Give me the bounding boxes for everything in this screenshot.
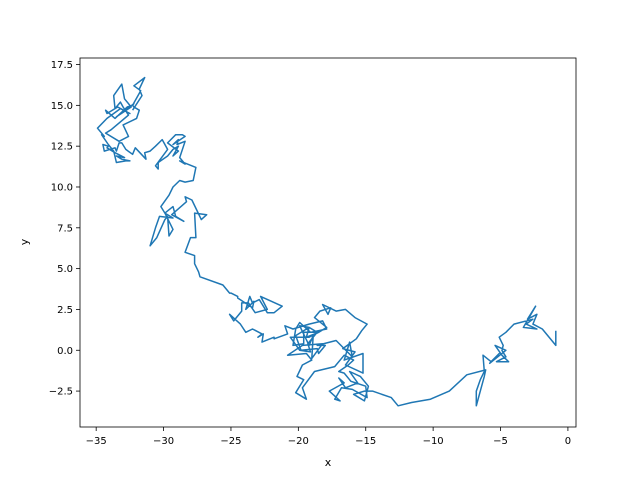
y-tick-label: 17.5: [51, 60, 73, 71]
series-line: [96, 76, 557, 407]
y-tick-label: −2.5: [49, 387, 73, 398]
x-tick-label: −20: [288, 436, 309, 447]
y-axis-label: y: [18, 238, 31, 245]
x-tick-label: −15: [355, 436, 376, 447]
x-tick-label: −5: [493, 436, 508, 447]
axes-layer: −35 −30 −25 −20 −15 −10 −5 0 −2.5 0.0 2.5 5.0 7.5 10.…: [49, 57, 577, 447]
x-tick-label: −10: [423, 436, 444, 447]
y-tick-label: 2.5: [57, 305, 73, 316]
plot-layer: [96, 76, 557, 407]
x-tick-label: −30: [153, 436, 174, 447]
y-tick-label: 12.5: [51, 142, 73, 153]
y-tick-label: 7.5: [57, 223, 73, 234]
y-tick-label: 10.0: [51, 182, 73, 193]
x-tick-label: −25: [220, 436, 241, 447]
y-tick-label: 0.0: [57, 346, 73, 357]
x-tick-label: −35: [86, 436, 107, 447]
x-tick-label: 0: [565, 436, 571, 447]
y-tick-label: 15.0: [51, 101, 73, 112]
y-tick-label: 5.0: [57, 264, 73, 275]
x-axis-label: x: [325, 456, 332, 469]
axes-frame: [79, 57, 577, 428]
